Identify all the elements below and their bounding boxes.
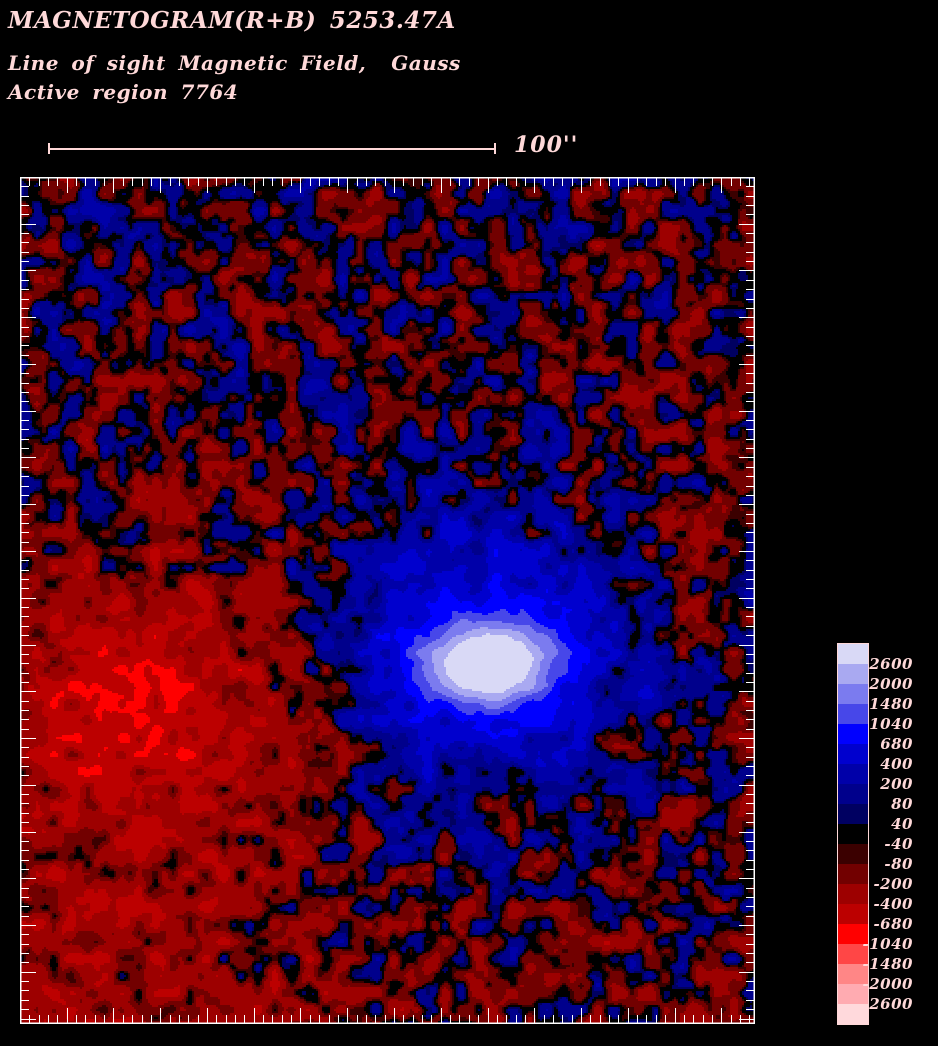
colorbar-segment [838, 1004, 868, 1024]
colorbar-segment [838, 804, 868, 824]
colorbar-label: -80 [884, 855, 913, 873]
scalebar-endcap-right [494, 143, 496, 154]
colorbar-segment [838, 904, 868, 924]
colorbar-segment [838, 644, 868, 664]
colorbar-label: -200 [873, 875, 913, 893]
colorbar-label: -2000 [862, 975, 913, 993]
colorbar-label: 1040 [869, 715, 913, 733]
colorbar-segment [838, 884, 868, 904]
colorbar-label: -1480 [862, 955, 913, 973]
colorbar-segment [838, 964, 868, 984]
subtitle-field-units: Line of sight Magnetic Field, Gauss [8, 51, 461, 75]
colorbar-segment [838, 984, 868, 1004]
colorbar-segment [838, 784, 868, 804]
scalebar-endcap-left [48, 143, 50, 154]
colorbar-label: 200 [880, 775, 913, 793]
colorbar-segment [838, 724, 868, 744]
colorbar [837, 643, 869, 1025]
colorbar-segment [838, 684, 868, 704]
colorbar-label: 40 [891, 815, 913, 833]
colorbar-segment [838, 764, 868, 784]
colorbar-segment [838, 944, 868, 964]
active-region-label: Active region 7764 [8, 80, 239, 104]
colorbar-label: -680 [873, 915, 913, 933]
colorbar-label: 2600 [869, 655, 913, 673]
colorbar-segment [838, 924, 868, 944]
colorbar-label: 1480 [869, 695, 913, 713]
colorbar-label: -2600 [862, 995, 913, 1013]
scalebar-line [48, 148, 495, 150]
page-title: MAGNETOGRAM(R+B) 5253.47A [8, 7, 456, 34]
magnetogram-canvas [20, 177, 755, 1024]
colorbar-segment [838, 864, 868, 884]
colorbar-segment [838, 704, 868, 724]
colorbar-label: -1040 [862, 935, 913, 953]
colorbar-label: -400 [873, 895, 913, 913]
colorbar-segment [838, 664, 868, 684]
colorbar-label: 80 [891, 795, 913, 813]
colorbar-label: -40 [884, 835, 913, 853]
colorbar-label: 2000 [869, 675, 913, 693]
colorbar-label: 680 [880, 735, 913, 753]
colorbar-segment [838, 844, 868, 864]
colorbar-segment [838, 744, 868, 764]
colorbar-label: 400 [880, 755, 913, 773]
colorbar-segment [838, 824, 868, 844]
scalebar-label: 100'' [514, 132, 579, 158]
